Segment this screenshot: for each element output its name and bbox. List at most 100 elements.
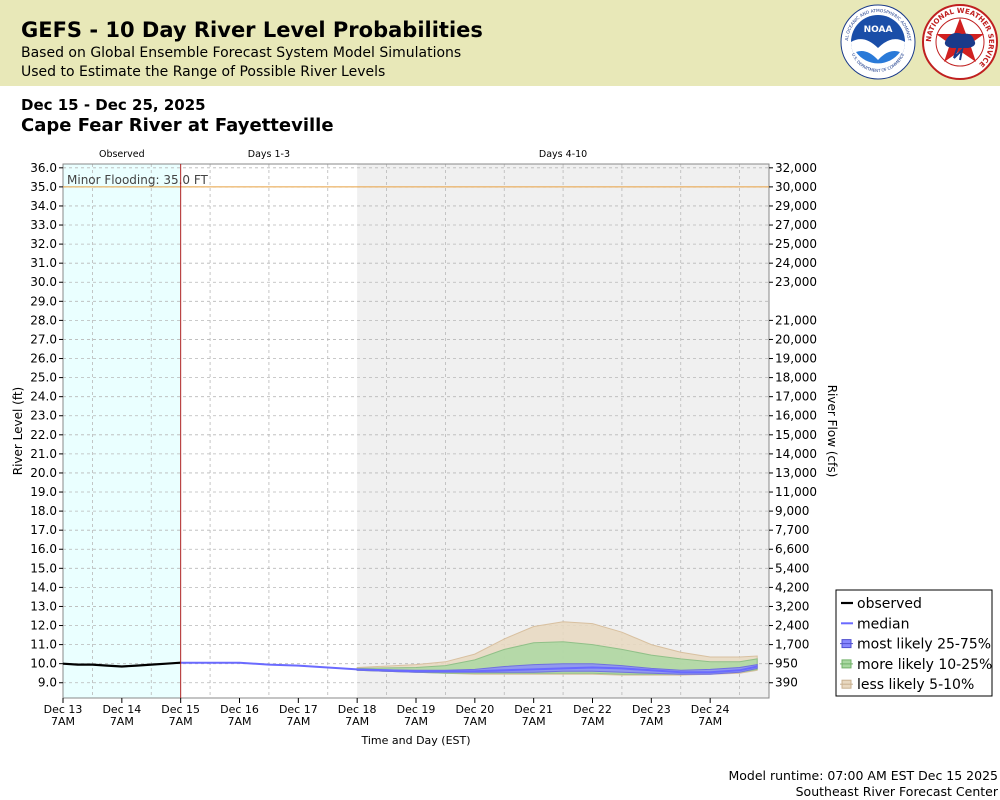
- y-tick-label: 33.0: [30, 218, 57, 232]
- legend-label-1: median: [857, 616, 909, 632]
- y2-tick-label: 390: [775, 676, 798, 690]
- y-tick-label: 23.0: [30, 409, 57, 423]
- y-tick-label: 15.0: [30, 561, 57, 575]
- y2-tick-label: 6,600: [775, 542, 809, 556]
- legend-label-4: less likely 5-10%: [857, 677, 974, 693]
- y-tick-label: 18.0: [30, 504, 57, 518]
- y-tick-label: 32.0: [30, 237, 57, 251]
- y-tick-label: 9.0: [38, 676, 57, 690]
- x-tick-day: Dec 24: [691, 703, 730, 716]
- x-tick-time: 7AM: [286, 715, 310, 728]
- y2-tick-label: 5,400: [775, 561, 809, 575]
- y2-tick-label: 27,000: [775, 218, 817, 232]
- y2-tick-label: 4,200: [775, 580, 809, 594]
- y-tick-label: 36.0: [30, 161, 57, 175]
- noaa-logo: NOAA NATIONAL OCEANIC AND ATMOSPHERIC AD…: [840, 4, 916, 80]
- y-axis-label: River Level (ft): [11, 387, 25, 475]
- river-level-chart: Observed Days 1-3 Days 4-10 Minor Floodi…: [11, 149, 993, 747]
- x-tick-time: 7AM: [522, 715, 546, 728]
- y-tick-label: 22.0: [30, 428, 57, 442]
- x-tick-day: Dec 20: [455, 703, 494, 716]
- model-runtime: Model runtime: 07:00 AM EST Dec 15 2025: [728, 768, 998, 783]
- y2-tick-label: 29,000: [775, 199, 817, 213]
- chart-legend: observed median most likely 25-75% more lik…: [835, 589, 993, 697]
- x-tick-day: Dec 21: [514, 703, 553, 716]
- header-banner: GEFS - 10 Day River Level Probabilities …: [0, 0, 1000, 86]
- page-title: GEFS - 10 Day River Level Probabilities: [21, 18, 483, 42]
- y2-tick-label: 1,700: [775, 638, 809, 652]
- y2-tick-label: 14,000: [775, 447, 817, 461]
- y2-axis-label: River Flow (cfs): [825, 385, 839, 478]
- legend-label-2: most likely 25-75%: [857, 637, 991, 653]
- date-range: Dec 15 - Dec 25, 2025: [21, 96, 206, 114]
- y2-tick-label: 11,000: [775, 485, 817, 499]
- y2-tick-label: 17,000: [775, 390, 817, 404]
- page-subtitle-2: Used to Estimate the Range of Possible R…: [21, 64, 386, 80]
- y2-tick-label: 32,000: [775, 161, 817, 175]
- forecast-center: Southeast River Forecast Center: [795, 784, 998, 799]
- y2-tick-label: 9,000: [775, 504, 809, 518]
- legend-label-3: more likely 10-25%: [857, 657, 992, 673]
- x-axis-label: Time and Day (EST): [360, 734, 470, 747]
- legend-label-0: observed: [857, 596, 922, 612]
- station-name: Cape Fear River at Fayetteville: [21, 115, 334, 136]
- y-tick-label: 24.0: [30, 390, 57, 404]
- y-tick-label: 35.0: [30, 180, 57, 194]
- nws-logo: NATIONAL WEATHER SERVICE: [922, 4, 998, 80]
- x-tick-day: Dec 15: [161, 703, 200, 716]
- x-tick-day: Dec 16: [220, 703, 259, 716]
- y-tick-label: 17.0: [30, 523, 57, 537]
- y-tick-label: 28.0: [30, 313, 57, 327]
- x-tick-time: 7AM: [404, 715, 428, 728]
- page-subtitle-1: Based on Global Ensemble Forecast System…: [21, 45, 462, 61]
- median-line: [180, 661, 758, 674]
- y-tick-label: 29.0: [30, 294, 57, 308]
- x-tick-time: 7AM: [227, 715, 251, 728]
- period-label-days-4-10: Days 4-10: [539, 149, 587, 160]
- y-tick-label: 34.0: [30, 199, 57, 213]
- y-tick-label: 13.0: [30, 599, 57, 613]
- y2-tick-label: 24,000: [775, 256, 817, 270]
- period-label-observed: Observed: [99, 149, 145, 160]
- y2-tick-label: 21,000: [775, 313, 817, 327]
- y2-axis-ticks: 32,000 30,000 29,000 27,000 25,000 24,000 23,0…: [769, 161, 817, 690]
- observed-region: [63, 164, 181, 698]
- y2-tick-label: 13,000: [775, 466, 817, 480]
- y2-tick-label: 18,000: [775, 371, 817, 385]
- y-tick-label: 26.0: [30, 352, 57, 366]
- legend-box: [835, 589, 993, 697]
- y-tick-label: 11.0: [30, 638, 57, 652]
- band-more-likely-10-25: [356, 641, 758, 675]
- y-axis-ticks: 36.0 35.0 34.0 33.0 32.0 31.0 30.0 29.0 28.0 27.0…: [30, 161, 63, 690]
- y-tick-label: 16.0: [30, 542, 57, 556]
- y2-tick-label: 3,200: [775, 599, 809, 613]
- x-tick-time: 7AM: [51, 715, 75, 728]
- noaa-logo-text: NOAA: [864, 25, 893, 35]
- y2-tick-label: 2,400: [775, 619, 809, 633]
- x-tick-day: Dec 19: [397, 703, 436, 716]
- x-tick-time: 7AM: [110, 715, 134, 728]
- x-tick-time: 7AM: [345, 715, 369, 728]
- y2-tick-label: 15,000: [775, 428, 817, 442]
- x-tick-day: Dec 22: [573, 703, 612, 716]
- y-tick-label: 31.0: [30, 256, 57, 270]
- y-tick-label: 20.0: [30, 466, 57, 480]
- x-tick-day: Dec 14: [102, 703, 141, 716]
- x-tick-time: 7AM: [580, 715, 604, 728]
- chart-series: [62, 621, 758, 676]
- x-tick-time: 7AM: [698, 715, 722, 728]
- y2-tick-label: 7,700: [775, 523, 809, 537]
- x-tick-time: 7AM: [639, 715, 663, 728]
- y-tick-label: 25.0: [30, 371, 57, 385]
- flood-stage-label: Minor Flooding: 35.0 FT: [67, 173, 209, 187]
- x-tick-day: Dec 23: [632, 703, 671, 716]
- x-tick-time: 7AM: [169, 715, 193, 728]
- y-tick-label: 12.0: [30, 619, 57, 633]
- y-tick-label: 27.0: [30, 332, 57, 346]
- y2-tick-label: 25,000: [775, 237, 817, 251]
- y2-tick-label: 30,000: [775, 180, 817, 194]
- y-tick-label: 30.0: [30, 275, 57, 289]
- x-tick-day: Dec 18: [338, 703, 377, 716]
- x-tick-day: Dec 17: [279, 703, 318, 716]
